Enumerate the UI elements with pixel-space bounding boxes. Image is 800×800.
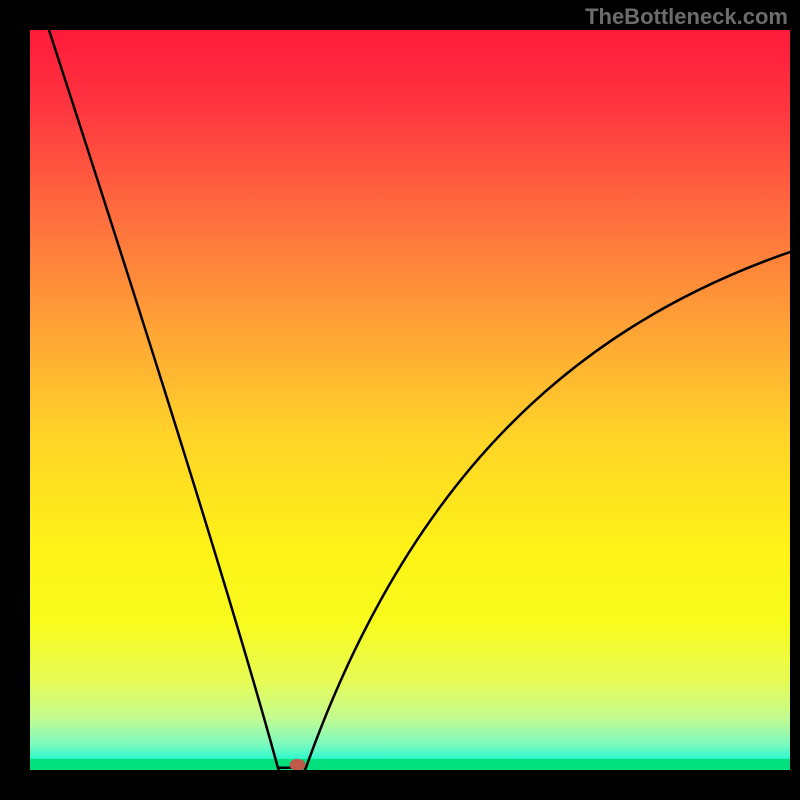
watermark-text: TheBottleneck.com (585, 4, 788, 30)
optimum-marker (290, 759, 306, 770)
chart-container: TheBottleneck.com (0, 0, 800, 800)
plot-area (30, 30, 790, 770)
bottleneck-curve (30, 30, 790, 770)
